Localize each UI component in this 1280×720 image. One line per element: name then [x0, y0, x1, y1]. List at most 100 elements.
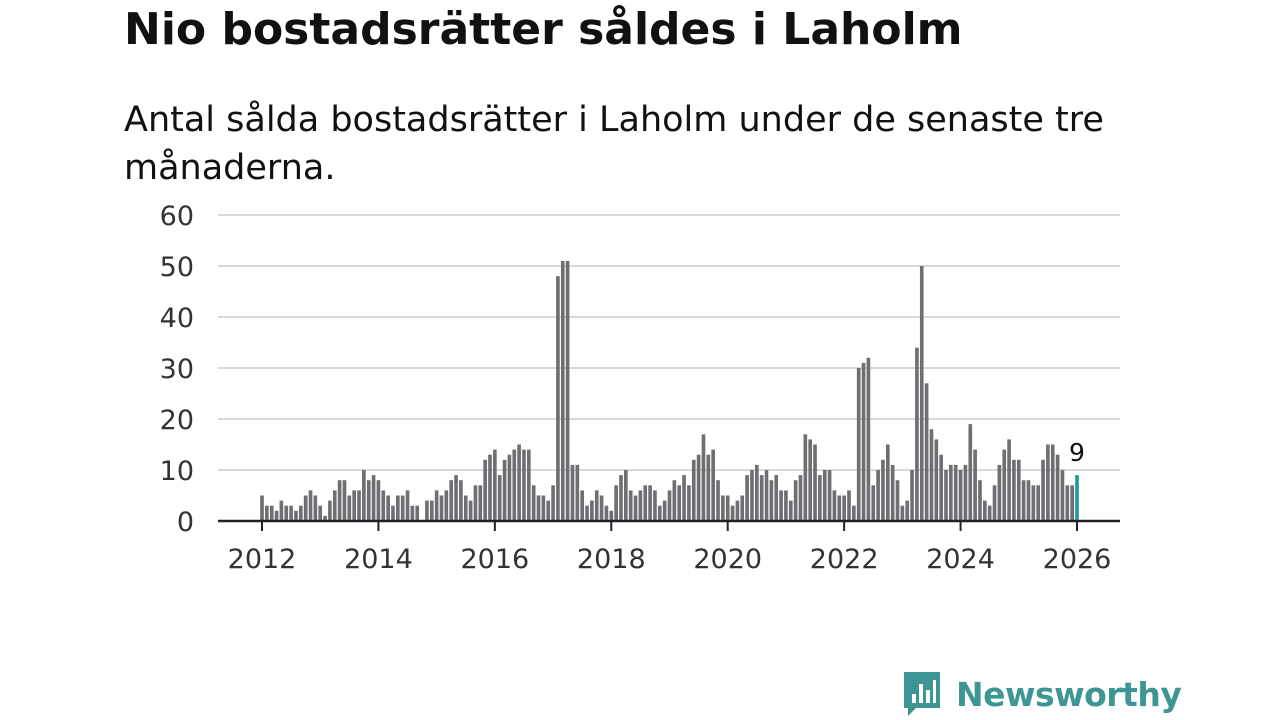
bar [507, 454, 512, 521]
bar [400, 495, 405, 521]
bar [1055, 454, 1060, 521]
bar-latest [1075, 475, 1079, 521]
bar [493, 449, 497, 521]
bar [759, 475, 764, 521]
bar [526, 449, 531, 521]
bar [313, 495, 318, 521]
bar [876, 470, 880, 521]
bar [735, 500, 740, 521]
bar [939, 454, 943, 521]
bar [1060, 470, 1065, 521]
bar [691, 459, 696, 521]
bar [871, 485, 876, 521]
bar [1050, 444, 1055, 521]
bar [590, 500, 594, 521]
bar [260, 495, 264, 521]
bar [410, 505, 415, 521]
bar [468, 500, 473, 521]
grid-lines [218, 214, 1120, 471]
bar [512, 449, 517, 521]
bar [682, 475, 686, 521]
bar [269, 505, 274, 521]
bar [386, 495, 390, 521]
bar [570, 464, 575, 521]
bar [997, 464, 1002, 521]
bar [1016, 459, 1021, 521]
bar [725, 495, 730, 521]
bar [687, 485, 691, 521]
bar [560, 260, 565, 521]
bar [677, 485, 682, 521]
bar [575, 464, 580, 521]
bar [793, 480, 798, 521]
bar [1012, 459, 1016, 521]
bar [536, 495, 541, 521]
x-tick-label: 2012 [228, 544, 297, 575]
bar [289, 505, 293, 521]
bar [929, 429, 934, 521]
bar [953, 464, 958, 521]
bar [1026, 480, 1031, 521]
bar [648, 485, 652, 521]
bar [502, 459, 507, 521]
bar [624, 470, 628, 521]
bar [439, 495, 444, 521]
newsworthy-logo-icon [904, 672, 940, 716]
bar [895, 480, 900, 521]
bar [944, 470, 948, 521]
bar [784, 490, 788, 521]
bar [745, 475, 749, 521]
bar [672, 480, 677, 521]
bar [565, 260, 570, 521]
bar [667, 490, 672, 521]
bar [1070, 485, 1074, 521]
bar [740, 495, 745, 521]
bar [405, 490, 410, 521]
bar [992, 485, 997, 521]
bar [488, 454, 492, 521]
bar [371, 475, 376, 521]
bar [337, 480, 342, 521]
y-tick-label: 40 [160, 303, 194, 334]
bar [657, 505, 662, 521]
labels: 0 10 20 30 40 50 60 9 2012 2014 2016 2018 2020 2022 20… [160, 201, 1112, 575]
bar [483, 459, 487, 521]
bar [609, 510, 614, 521]
axes [218, 519, 1120, 531]
bar [604, 505, 609, 521]
x-tick-label: 2026 [1043, 544, 1112, 575]
y-tick-label: 0 [177, 507, 194, 538]
x-tick-label: 2022 [810, 544, 879, 575]
bar [852, 505, 856, 521]
bar [837, 495, 842, 521]
x-tick-label: 2016 [460, 544, 529, 575]
bar [934, 439, 939, 521]
bar [1046, 444, 1050, 521]
bar [856, 368, 861, 521]
bar [619, 475, 623, 521]
bar [1002, 449, 1007, 521]
bar [429, 500, 434, 521]
bar [968, 424, 973, 521]
bar [890, 464, 895, 521]
bar [832, 490, 837, 521]
y-tick-label: 20 [160, 405, 194, 436]
bar [881, 459, 885, 521]
bar [983, 500, 987, 521]
bar [449, 480, 454, 521]
bar [750, 470, 754, 521]
bar [813, 444, 817, 521]
bar [915, 347, 919, 521]
y-tick-label: 60 [160, 201, 194, 232]
bar [541, 495, 546, 521]
bar [366, 480, 371, 521]
y-tick-label: 10 [160, 456, 194, 487]
bar [958, 470, 963, 521]
bar [861, 362, 866, 521]
bar [885, 444, 890, 521]
bar [788, 500, 793, 521]
bar [808, 439, 813, 521]
bar [298, 505, 303, 521]
bar [1021, 480, 1026, 521]
bar [1036, 485, 1041, 521]
